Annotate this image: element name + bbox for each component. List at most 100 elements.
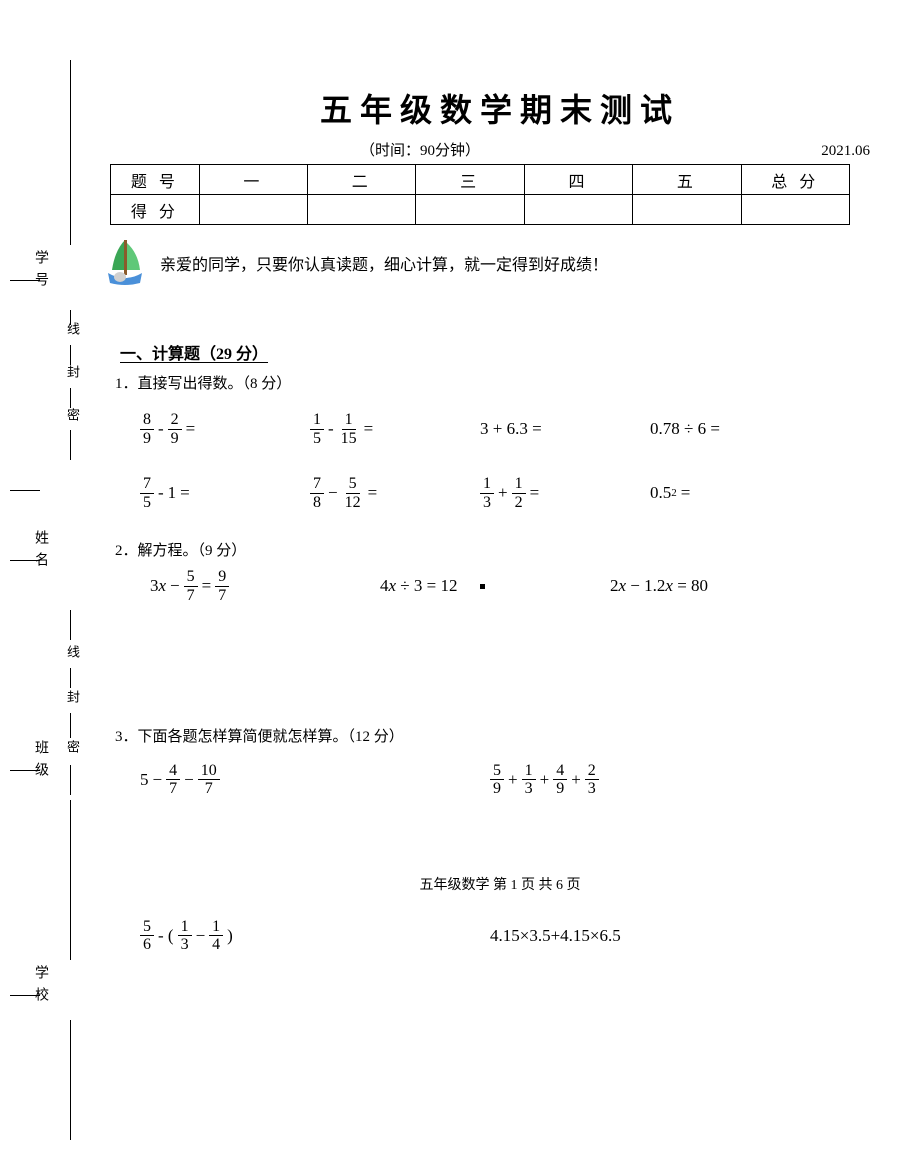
numerator: 1: [310, 411, 324, 430]
cell: 题 号: [111, 165, 200, 195]
denominator: 9: [553, 780, 567, 798]
side-line: [70, 1020, 71, 1140]
numerator: 5: [346, 475, 360, 494]
numerator: 5: [184, 568, 198, 587]
side-label-class: 班级: [30, 740, 50, 784]
expr: 75 - 1 =: [140, 475, 310, 511]
cell: [524, 195, 632, 225]
equals: =: [364, 419, 374, 439]
numerator: 1: [522, 762, 536, 781]
numerator: 10: [198, 762, 220, 781]
denominator: 7: [215, 587, 229, 605]
op: +: [498, 483, 508, 503]
expr: 5 − 47 − 107: [140, 762, 490, 798]
op: +: [540, 770, 550, 790]
numerator: 7: [140, 475, 154, 494]
side-hline: [10, 490, 40, 491]
cell: 一: [199, 165, 307, 195]
side-hline: [10, 280, 40, 281]
expr: 56 - ( 13 − 14 ): [140, 918, 490, 954]
seal-label: 封: [63, 690, 82, 703]
section-title: 一、计算题（29 分）: [120, 340, 900, 364]
numerator: 9: [215, 568, 229, 587]
coef: 3: [150, 576, 159, 596]
numerator: 1: [480, 475, 494, 494]
base: 0.5: [650, 483, 671, 503]
equals: =: [186, 419, 196, 439]
table-row: 得 分: [111, 195, 850, 225]
value: 5: [140, 770, 149, 790]
expr: 4.15×3.5+4.15×6.5: [490, 918, 840, 954]
op: ): [227, 926, 233, 946]
equals: =: [202, 576, 212, 596]
numerator: 1: [209, 918, 223, 937]
side-label-name: 姓名: [30, 530, 50, 574]
numerator: 5: [140, 918, 154, 937]
expr-row: 75 - 1 = 78 − 512 = 13 + 12 = 0.52=: [140, 475, 900, 511]
equals: =: [530, 483, 540, 503]
side-label-xuehao: 学号: [30, 250, 50, 294]
denominator: 4: [209, 936, 223, 954]
denominator: 9: [168, 430, 182, 448]
op: −: [196, 926, 206, 946]
side-line: [70, 60, 71, 245]
exponent: 2: [671, 487, 677, 499]
side-line: [70, 345, 71, 365]
op: - (: [158, 926, 174, 946]
expr: 59 + 13 + 49 + 23: [490, 762, 840, 798]
cell: [308, 195, 416, 225]
seal-label: 密: [63, 408, 82, 421]
subtitle: （时间：90分钟） 2021.06: [100, 139, 900, 160]
cell: 四: [524, 165, 632, 195]
equation: 4x ÷ 3 = 12: [380, 576, 610, 596]
numerator: 2: [168, 411, 182, 430]
cell: 五: [633, 165, 741, 195]
expr: 89 - 29 =: [140, 411, 310, 447]
denominator: 3: [522, 780, 536, 798]
op: +: [508, 770, 518, 790]
expr: 13 + 12 =: [480, 475, 650, 511]
side-hline: [10, 995, 40, 996]
side-line: [70, 430, 71, 460]
denominator: 12: [342, 494, 364, 512]
side-label-school: 学校: [30, 965, 50, 1009]
cell: 得 分: [111, 195, 200, 225]
side-line: [70, 765, 71, 795]
op: +: [571, 770, 581, 790]
op: −: [184, 770, 194, 790]
cell: [199, 195, 307, 225]
page-title: 五年级数学期末测试: [100, 85, 900, 131]
denominator: 8: [310, 494, 324, 512]
cell: 二: [308, 165, 416, 195]
expr: 0.52=: [650, 483, 820, 503]
greeting-row: 亲爱的同学，只要你认真读题，细心计算，就一定得到好成绩！: [100, 235, 900, 290]
denominator: 6: [140, 936, 154, 954]
equation: 2x − 1.2x = 80: [610, 576, 840, 596]
op: -: [158, 419, 164, 439]
numerator: 1: [342, 411, 356, 430]
numerator: 2: [585, 762, 599, 781]
denominator: 2: [512, 494, 526, 512]
date-label: 2021.06: [821, 143, 870, 160]
cell: [741, 195, 849, 225]
equation: 3x − 57 = 97: [150, 568, 380, 604]
expr: 0.78 ÷ 6 =: [650, 419, 820, 439]
numerator: 7: [310, 475, 324, 494]
simp-row: 5 − 47 − 107 59 + 13 + 49 + 23: [140, 762, 900, 798]
side-hline: [10, 560, 40, 561]
op: −: [328, 483, 338, 503]
seal-label: 线: [63, 322, 82, 335]
denominator: 9: [140, 430, 154, 448]
page-content: 五年级数学期末测试 （时间：90分钟） 2021.06 题 号 一 二 三 四 …: [100, 0, 900, 954]
seal-label: 线: [63, 645, 82, 658]
cell: [416, 195, 524, 225]
op: −: [170, 576, 180, 596]
side-line: [70, 713, 71, 738]
denominator: 5: [310, 430, 324, 448]
side-hline: [10, 770, 40, 771]
question-label: 1．直接写出得数。（8 分）: [115, 372, 900, 393]
side-line: [70, 388, 71, 408]
score-table: 题 号 一 二 三 四 五 总 分 得 分: [110, 164, 850, 225]
seal-label: 密: [63, 740, 82, 753]
denominator: 7: [166, 780, 180, 798]
